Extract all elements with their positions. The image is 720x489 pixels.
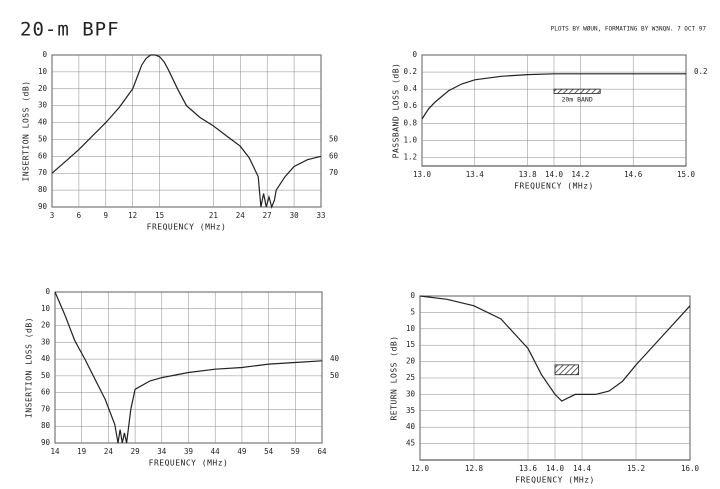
y-axis-label: RETURN LOSS (dB) (390, 335, 399, 420)
y-tick-label: 90 (38, 202, 48, 211)
y-tick-label: 20 (41, 321, 51, 330)
y2-tick-label: 70 (329, 168, 339, 177)
x-tick-label: 12.8 (465, 464, 484, 473)
y-tick-label: 0.2 (403, 67, 417, 76)
y-tick-label: 0 (45, 287, 50, 296)
data-line (419, 295, 691, 402)
y-tick-label: 0.6 (403, 101, 417, 110)
x-tick-label: 27 (263, 211, 272, 220)
band-box (553, 88, 601, 94)
y-tick-label: 20 (38, 84, 48, 93)
y-tick-label: 0.8 (403, 118, 417, 127)
y-tick-label: 30 (406, 389, 416, 398)
x-axis-label: FREQUENCY (MHz) (147, 223, 227, 232)
x-tick-label: 14.6 (624, 170, 643, 179)
y2-tick-label: 50 (329, 134, 339, 143)
x-axis-label: FREQUENCY (MHz) (149, 459, 229, 468)
x-tick-label: 59 (291, 447, 300, 456)
x-tick-label: 12.0 (411, 464, 430, 473)
band-box (554, 364, 580, 376)
y-tick-label: 10 (406, 324, 416, 333)
x-tick-label: 14.0 (546, 464, 565, 473)
y-tick-label: 25 (406, 373, 415, 382)
y-tick-label: 70 (41, 404, 51, 413)
y-tick-label: 60 (38, 151, 48, 160)
x-tick-label: 44 (211, 447, 221, 456)
x-tick-label: 34 (157, 447, 167, 456)
x-tick-label: 9 (104, 211, 109, 220)
y-tick-label: 40 (406, 422, 416, 431)
x-tick-label: 54 (264, 447, 274, 456)
y2-tick-label: 40 (330, 354, 340, 363)
x-tick-label: 3 (50, 211, 55, 220)
y-tick-label: 35 (406, 406, 415, 415)
y-tick-label: 10 (41, 304, 51, 313)
y-axis-label: PASSBAND LOSS (dB) (392, 63, 401, 159)
y-tick-label: 40 (41, 354, 51, 363)
y-tick-label: 0 (412, 50, 417, 59)
y-tick-label: 10 (38, 67, 48, 76)
data-line (51, 54, 322, 209)
y-tick-label: 60 (41, 388, 51, 397)
x-tick-label: 49 (237, 447, 246, 456)
y-tick-label: 30 (41, 337, 51, 346)
x-tick-label: 14 (50, 447, 60, 456)
x-tick-label: 13.4 (466, 170, 485, 179)
y2-tick-label: 50 (330, 371, 340, 380)
y-tick-label: 70 (38, 168, 48, 177)
data-line (421, 73, 686, 120)
x-tick-label: 24 (236, 211, 246, 220)
x-tick-label: 24 (104, 447, 114, 456)
y-axis-label: INSERTION LOSS (dB) (22, 80, 31, 181)
y2-tick-label: 0.2 (694, 67, 708, 76)
page-title: 20-m BPF (20, 19, 120, 41)
x-tick-label: 30 (290, 211, 300, 220)
y-tick-label: 0 (410, 291, 415, 300)
y-tick-label: 80 (41, 421, 51, 430)
y-tick-label: 20 (406, 357, 416, 366)
x-tick-label: 13.6 (519, 464, 538, 473)
x-tick-label: 12 (128, 211, 137, 220)
y-tick-label: 30 (38, 101, 48, 110)
data-line (54, 291, 323, 444)
y-tick-label: 5 (410, 307, 415, 316)
x-tick-label: 21 (209, 211, 218, 220)
x-tick-label: 16.0 (681, 464, 700, 473)
x-tick-label: 64 (317, 447, 327, 456)
y-tick-label: 80 (38, 185, 48, 194)
x-tick-label: 39 (184, 447, 193, 456)
x-tick-label: 15.0 (677, 170, 696, 179)
x-tick-label: 29 (131, 447, 140, 456)
x-tick-label: 33 (316, 211, 325, 220)
x-tick-label: 13.0 (413, 170, 432, 179)
y-tick-label: 0 (42, 50, 47, 59)
x-tick-label: 6 (77, 211, 82, 220)
y-tick-label: 50 (41, 371, 51, 380)
y-tick-label: 1.2 (403, 152, 417, 161)
x-tick-label: 14.2 (571, 170, 589, 179)
y2-tick-label: 60 (329, 151, 339, 160)
band-label: 20m BAND (561, 95, 592, 103)
y-tick-label: 90 (41, 438, 51, 447)
x-tick-label: 13.8 (519, 170, 538, 179)
credit: PLOTS BY WØUN, FORMATING BY W3NQN. 7 OCT… (551, 26, 707, 33)
y-tick-label: 15 (406, 340, 415, 349)
y-tick-label: 40 (38, 118, 48, 127)
y-axis-label: INSERTION LOSS (dB) (25, 317, 34, 418)
y-tick-label: 50 (38, 134, 48, 143)
x-tick-label: 15 (155, 211, 164, 220)
x-axis-label: FREQUENCY (MHz) (514, 182, 594, 191)
x-tick-label: 14.4 (573, 464, 592, 473)
x-tick-label: 15.2 (627, 464, 645, 473)
x-tick-label: 14.0 (545, 170, 564, 179)
y-tick-label: 0.4 (403, 84, 417, 93)
y-tick-label: 1.0 (403, 135, 417, 144)
y-tick-label: 45 (406, 439, 415, 448)
x-tick-label: 19 (77, 447, 86, 456)
x-axis-label: FREQUENCY (MHz) (515, 476, 595, 485)
